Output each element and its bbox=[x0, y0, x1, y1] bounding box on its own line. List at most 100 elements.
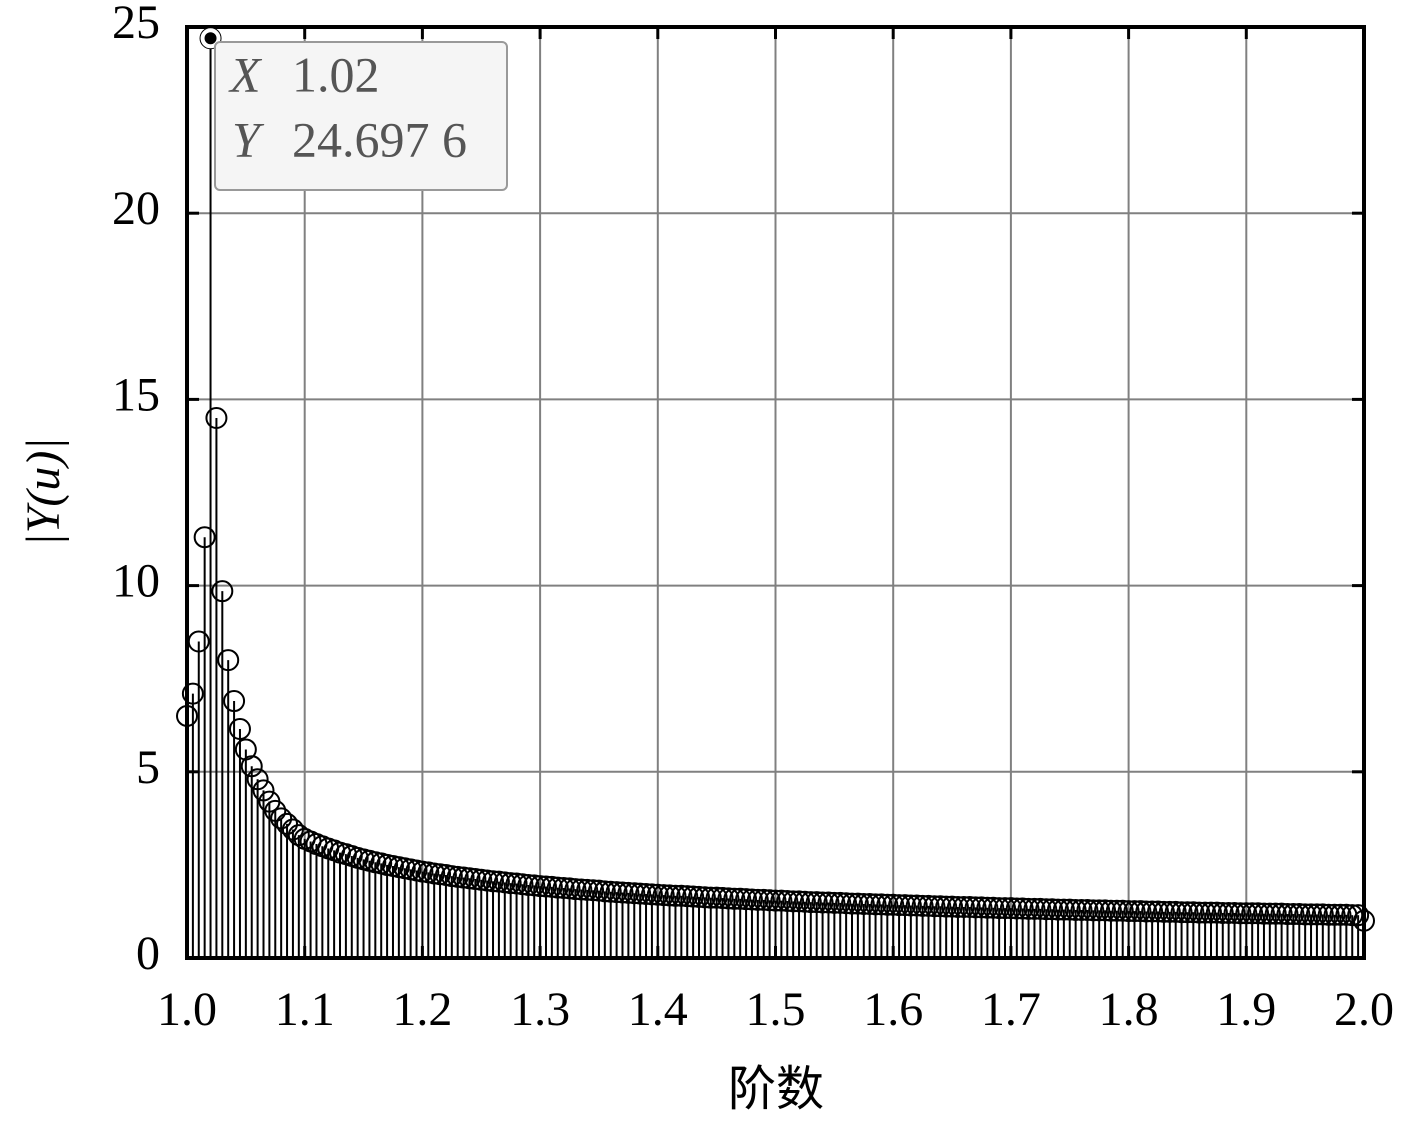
stem-marker bbox=[1029, 897, 1052, 920]
stem-marker bbox=[935, 895, 958, 918]
stem-marker bbox=[717, 887, 740, 910]
stem-marker bbox=[788, 890, 811, 913]
stem-marker bbox=[211, 580, 234, 603]
stem-marker bbox=[270, 807, 293, 830]
stem-marker bbox=[1170, 901, 1193, 924]
y-tick-label: 15 bbox=[112, 368, 160, 421]
stem-marker bbox=[705, 886, 728, 909]
stem-marker bbox=[1282, 903, 1305, 926]
stem-marker bbox=[646, 883, 669, 906]
stem-marker bbox=[217, 649, 240, 672]
stem-marker bbox=[893, 894, 916, 917]
stem-marker bbox=[552, 876, 575, 899]
stem-marker bbox=[693, 886, 716, 909]
stem-marker bbox=[793, 890, 816, 913]
y-tick-label: 10 bbox=[112, 555, 160, 608]
stem-marker bbox=[1211, 901, 1234, 924]
stem-marker bbox=[1064, 898, 1087, 921]
y-tick-label: 20 bbox=[112, 182, 160, 235]
stem-marker bbox=[1276, 903, 1299, 926]
stem-marker bbox=[564, 878, 587, 901]
stem-marker bbox=[223, 690, 246, 713]
stem-marker bbox=[1194, 901, 1217, 924]
stem-marker bbox=[640, 883, 663, 906]
stem-marker bbox=[1105, 899, 1128, 922]
datatip-y-value: 24.697 6 bbox=[292, 111, 467, 167]
stem-marker bbox=[899, 894, 922, 917]
stem-marker bbox=[729, 887, 752, 910]
stem-marker bbox=[746, 888, 769, 911]
stem-marker bbox=[1223, 901, 1246, 924]
stem-marker bbox=[805, 891, 828, 914]
stem-marker bbox=[952, 895, 975, 918]
x-tick-label: 1.5 bbox=[746, 983, 806, 1036]
stem-marker bbox=[970, 896, 993, 919]
stem-marker bbox=[740, 888, 763, 911]
stem-marker bbox=[529, 875, 552, 898]
stem-marker bbox=[835, 892, 858, 915]
datatip-x-name: X bbox=[228, 46, 263, 102]
stem-marker bbox=[1252, 902, 1275, 925]
stem-marker bbox=[1164, 900, 1187, 923]
x-tick-label: 1.7 bbox=[981, 983, 1041, 1036]
stem-marker bbox=[1188, 901, 1211, 924]
stem-marker bbox=[1046, 898, 1069, 921]
stem-marker bbox=[846, 892, 869, 915]
stem-marker bbox=[664, 884, 687, 907]
stem-marker bbox=[252, 779, 275, 802]
x-tick-label: 1.4 bbox=[628, 983, 688, 1036]
x-tick-label: 1.6 bbox=[863, 983, 923, 1036]
stem-marker bbox=[1241, 902, 1264, 925]
stem-marker bbox=[699, 886, 722, 909]
stem-marker bbox=[858, 893, 881, 916]
stem-marker bbox=[770, 889, 793, 912]
stem-marker bbox=[582, 879, 605, 902]
x-tick-label: 1.3 bbox=[510, 983, 570, 1036]
stem-marker bbox=[605, 881, 628, 904]
stem-marker bbox=[1094, 899, 1117, 922]
stem-marker bbox=[882, 893, 905, 916]
stem-marker bbox=[181, 682, 204, 705]
stem-marker bbox=[670, 884, 693, 907]
stem-marker bbox=[994, 897, 1017, 920]
x-tick-label: 1.1 bbox=[275, 983, 335, 1036]
stem-marker bbox=[982, 896, 1005, 919]
stem-marker bbox=[593, 880, 616, 903]
stem-marker bbox=[1017, 897, 1040, 920]
stem-marker bbox=[1305, 903, 1328, 926]
stem-marker bbox=[1082, 899, 1105, 922]
stem-marker bbox=[1070, 898, 1093, 921]
x-axis-label: 阶数 bbox=[728, 1063, 824, 1116]
datatip-marker bbox=[200, 28, 221, 49]
y-tick-label: 25 bbox=[112, 0, 160, 49]
stem-marker bbox=[864, 893, 887, 916]
datatip-y-name: Y bbox=[232, 111, 265, 167]
stem-marker bbox=[1117, 900, 1140, 923]
stem-marker bbox=[782, 890, 805, 913]
stem-marker bbox=[1323, 903, 1346, 926]
stem-marker bbox=[776, 890, 799, 913]
stem-marker bbox=[1329, 903, 1352, 926]
stem-marker bbox=[988, 897, 1011, 920]
stem-marker bbox=[1111, 899, 1134, 922]
stem-marker bbox=[1141, 900, 1164, 923]
stem-marker bbox=[1199, 901, 1222, 924]
stem-marker bbox=[599, 880, 622, 903]
y-tick-label: 0 bbox=[136, 927, 160, 980]
stem-marker bbox=[1300, 903, 1323, 926]
stem-marker bbox=[499, 872, 522, 895]
stem-marker bbox=[570, 878, 593, 901]
stem-marker bbox=[240, 755, 263, 778]
stem-marker bbox=[905, 894, 928, 917]
stem-marker bbox=[752, 888, 775, 911]
stem-marker bbox=[1052, 898, 1075, 921]
stem-marker bbox=[1229, 902, 1252, 925]
stem-marker bbox=[917, 894, 940, 917]
stem-marker bbox=[999, 897, 1022, 920]
stem-marker bbox=[1270, 902, 1293, 925]
stem-marker bbox=[764, 889, 787, 912]
x-tick-label: 1.2 bbox=[392, 983, 452, 1036]
stem-marker bbox=[1182, 901, 1205, 924]
y-axis-label: |Y(u)| bbox=[17, 437, 70, 546]
stem-marker bbox=[228, 717, 251, 740]
